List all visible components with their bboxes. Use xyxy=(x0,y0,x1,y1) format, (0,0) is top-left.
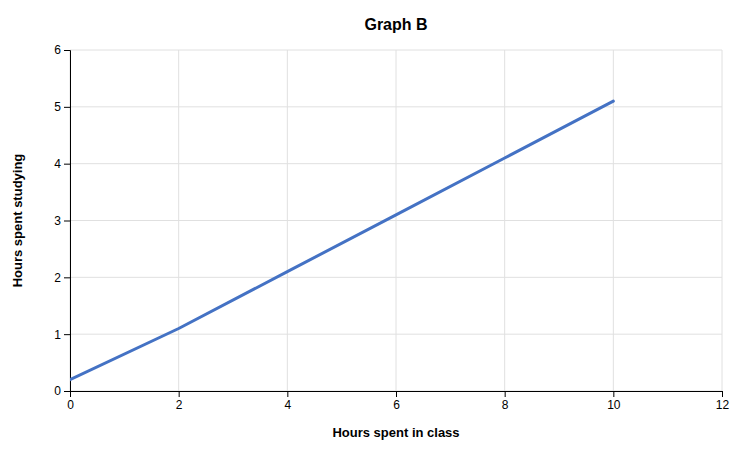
y-tick-label: 5 xyxy=(54,100,61,114)
x-tick-mark xyxy=(722,391,723,397)
y-tick-mark xyxy=(64,164,70,165)
y-tick-label: 2 xyxy=(54,271,61,285)
y-tick: 4 xyxy=(54,157,70,171)
y-tick: 5 xyxy=(54,100,70,114)
x-tick: 12 xyxy=(716,391,730,412)
y-tick-mark xyxy=(64,334,70,335)
y-tick-label: 1 xyxy=(54,328,61,342)
x-tick: 6 xyxy=(393,391,400,412)
x-tick-label: 8 xyxy=(502,398,509,412)
x-tick: 4 xyxy=(284,391,291,412)
x-tick-label: 12 xyxy=(716,398,730,412)
x-tick: 8 xyxy=(502,391,509,412)
x-tick-label: 6 xyxy=(393,398,400,412)
y-tick: 1 xyxy=(54,328,70,342)
x-tick: 2 xyxy=(176,391,183,412)
y-axis: 0 1 2 3 4 5 6 xyxy=(54,43,70,398)
x-tick-mark xyxy=(396,391,397,397)
x-tick: 0 xyxy=(67,391,74,412)
y-tick: 0 xyxy=(54,384,70,398)
plot-area: 0246810120123456 xyxy=(54,43,729,411)
x-tick: 10 xyxy=(607,391,621,412)
grid xyxy=(70,50,722,391)
y-tick-label: 4 xyxy=(54,157,61,171)
y-tick-mark xyxy=(64,221,70,222)
x-tick-label: 0 xyxy=(67,398,74,412)
y-tick: 3 xyxy=(54,214,70,228)
y-tick: 6 xyxy=(54,43,70,57)
y-tick-mark xyxy=(64,391,70,392)
y-tick-mark xyxy=(64,50,70,51)
x-axis: 0 2 4 6 8 10 12 xyxy=(67,391,729,412)
x-tick-mark xyxy=(287,391,288,397)
y-grid-line xyxy=(70,50,722,51)
x-tick-mark xyxy=(179,391,180,397)
marks xyxy=(70,101,613,379)
y-tick-mark xyxy=(64,277,70,278)
y-tick-label: 6 xyxy=(54,43,61,57)
x-axis-line xyxy=(71,392,723,398)
x-tick-label: 2 xyxy=(176,398,183,412)
y-tick-mark xyxy=(64,107,70,108)
y-axis-title: Hours spent studying xyxy=(10,154,25,288)
y-tick: 2 xyxy=(54,271,70,285)
y-axis-line xyxy=(64,51,71,392)
line xyxy=(70,101,613,379)
chart: 0246810120123456Graph BHours spent in cl… xyxy=(0,0,752,453)
x-tick-label: 4 xyxy=(284,398,291,412)
y-grid-line xyxy=(70,163,722,164)
y-grid-line xyxy=(70,220,722,221)
x-axis-title: Hours spent in class xyxy=(332,425,459,440)
title: Graph B xyxy=(364,16,427,33)
y-grid-line xyxy=(70,106,722,107)
x-tick-mark xyxy=(613,391,614,397)
y-grid-line xyxy=(70,277,722,278)
x-tick-label: 10 xyxy=(607,398,621,412)
y-tick-label: 0 xyxy=(54,384,61,398)
y-tick-label: 3 xyxy=(54,214,61,228)
x-tick-mark xyxy=(505,391,506,397)
